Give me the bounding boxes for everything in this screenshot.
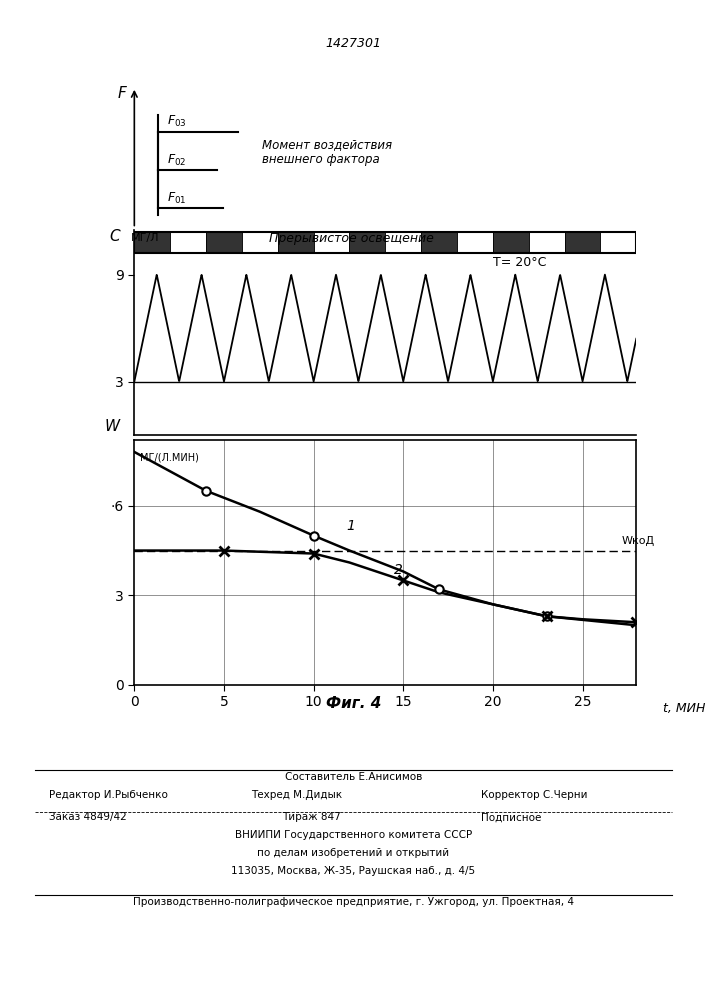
- Bar: [242, 232, 278, 253]
- Text: $F_{03}$: $F_{03}$: [167, 114, 187, 129]
- Text: 1: 1: [346, 519, 355, 533]
- Text: Подписное: Подписное: [481, 812, 541, 822]
- Bar: [134, 232, 170, 253]
- Text: t, МИН: t, МИН: [663, 702, 706, 715]
- Bar: [457, 232, 493, 253]
- Bar: [565, 232, 600, 253]
- Bar: [314, 232, 349, 253]
- Bar: [349, 232, 385, 253]
- Text: WкоД: WкоД: [622, 536, 655, 546]
- Bar: [529, 232, 565, 253]
- Text: Составитель Е.Анисимов: Составитель Е.Анисимов: [285, 772, 422, 782]
- Text: T= 20°C: T= 20°C: [493, 256, 547, 269]
- Bar: [278, 232, 314, 253]
- Bar: [170, 232, 206, 253]
- Bar: [493, 232, 529, 253]
- Bar: [600, 232, 636, 253]
- Text: по делам изобретений и открытий: по делам изобретений и открытий: [257, 848, 450, 858]
- Text: Корректор С.Черни: Корректор С.Черни: [481, 790, 588, 800]
- Text: Техред М.Дидык: Техред М.Дидык: [252, 790, 342, 800]
- Text: Заказ 4849/42: Заказ 4849/42: [49, 812, 127, 822]
- Text: $F_{01}$: $F_{01}$: [167, 191, 187, 206]
- Text: $F_{02}$: $F_{02}$: [167, 153, 187, 168]
- Text: W: W: [105, 419, 120, 434]
- Bar: [385, 232, 421, 253]
- Text: Прерывистое освещение: Прерывистое освещение: [269, 232, 433, 245]
- Text: Фиг. 4: Фиг. 4: [326, 696, 381, 711]
- Text: 113035, Москва, Ж-35, Раушская наб., д. 4/5: 113035, Москва, Ж-35, Раушская наб., д. …: [231, 866, 476, 876]
- Text: Редактор И.Рыбченко: Редактор И.Рыбченко: [49, 790, 168, 800]
- Text: Тираж 847: Тираж 847: [281, 812, 341, 822]
- Text: 2: 2: [395, 563, 403, 577]
- Text: МГ/Л: МГ/Л: [131, 233, 159, 243]
- Bar: [206, 232, 242, 253]
- Bar: [421, 232, 457, 253]
- Text: 1427301: 1427301: [325, 37, 382, 50]
- Text: F: F: [118, 86, 127, 101]
- Text: C: C: [110, 229, 120, 244]
- Text: МГ/(Л.МИН): МГ/(Л.МИН): [140, 453, 199, 463]
- Text: Производственно-полиграфическое предприятие, г. Ужгород, ул. Проектная, 4: Производственно-полиграфическое предприя…: [133, 897, 574, 907]
- Bar: [134, 232, 636, 253]
- Text: ВНИИПИ Государственного комитета СССР: ВНИИПИ Государственного комитета СССР: [235, 830, 472, 840]
- Text: Момент воздействия
внешнего фактора: Момент воздействия внешнего фактора: [262, 138, 392, 166]
